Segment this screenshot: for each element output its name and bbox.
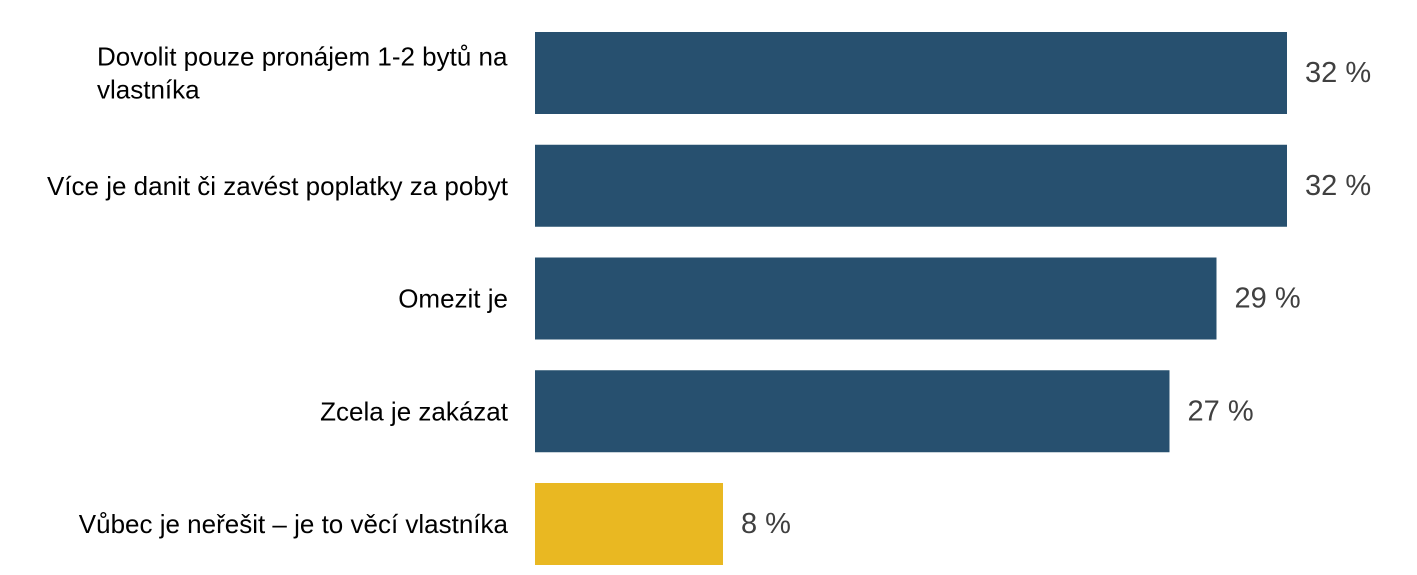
value-label-1: 32 % <box>1305 57 1371 89</box>
bar-1 <box>535 32 1287 114</box>
value-label-3: 29 % <box>1235 283 1301 315</box>
value-label-4: 27 % <box>1188 395 1254 427</box>
bar-3 <box>535 257 1217 340</box>
value-label-2: 32 % <box>1305 170 1371 202</box>
bar-4 <box>535 370 1170 453</box>
bar-5 <box>535 483 723 565</box>
category-label-1: Dovolit pouze pronájem 1-2 bytů na vlastn… <box>97 42 508 105</box>
bar-2 <box>535 144 1287 227</box>
category-label-3: Omezit je <box>398 284 508 314</box>
category-label-4: Zcela je zakázat <box>320 396 509 426</box>
value-label-5: 8 % <box>741 508 791 540</box>
category-label-2: Více je danit či zavést poplatky za poby… <box>47 171 509 201</box>
category-label-5: Vůbec je neřešit – je to věcí vlastníka <box>79 509 509 539</box>
